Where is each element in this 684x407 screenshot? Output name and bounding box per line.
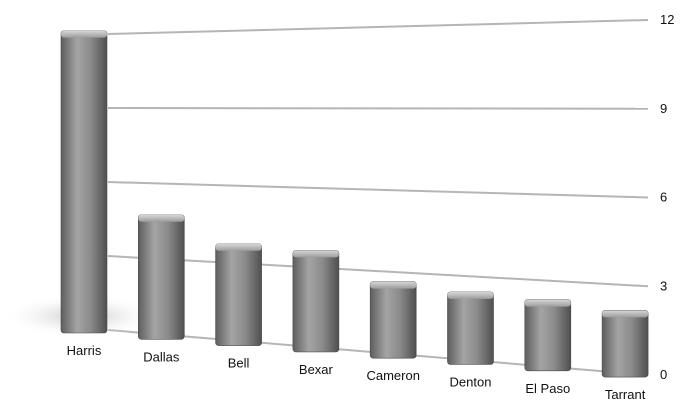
y-axis-tick-labels: 0 3 6 9 12 <box>660 12 674 382</box>
bar-top <box>61 30 107 38</box>
x-axis-category-labels: Harris Dallas Bell Bexar Cameron Denton El Pas… <box>67 343 646 402</box>
bar-el-paso <box>524 299 572 372</box>
bar-body <box>60 30 108 334</box>
category-label-7: Tarrant <box>605 387 646 402</box>
gridline-3 <box>107 107 649 110</box>
y-tick-label-0: 0 <box>660 367 667 382</box>
category-label-3: Bexar <box>299 362 334 377</box>
y-tick-label-4: 12 <box>660 12 674 27</box>
bar-top <box>138 214 185 222</box>
bar-tarrant <box>601 310 649 378</box>
bar-body <box>369 281 417 359</box>
y-tick-label-3: 9 <box>660 101 667 116</box>
bar-top <box>370 281 417 289</box>
gridline-1 <box>107 255 649 288</box>
category-label-2: Bell <box>228 356 250 371</box>
bar-dallas <box>138 214 185 340</box>
category-label-1: Dallas <box>143 349 180 364</box>
bar-body <box>524 299 572 372</box>
y-tick-label-2: 6 <box>660 190 667 205</box>
gridline-4 <box>107 19 649 35</box>
bar-top <box>215 243 262 251</box>
bar-body <box>215 243 262 346</box>
category-label-5: Denton <box>450 375 492 390</box>
bar-top <box>602 310 649 318</box>
bar-body <box>138 214 185 340</box>
bar-bexar <box>292 250 340 353</box>
bar-body <box>601 310 649 378</box>
bar-bell <box>215 243 262 346</box>
category-label-6: El Paso <box>525 381 570 396</box>
gridline-2 <box>107 181 649 199</box>
bar-top <box>292 250 339 258</box>
bar-top <box>447 291 494 299</box>
bar-body <box>447 291 494 365</box>
bar-top <box>524 299 571 307</box>
bars <box>60 30 649 378</box>
bar-body <box>292 250 340 353</box>
bar-harris <box>60 30 108 334</box>
bar-cameron <box>369 281 417 359</box>
category-label-4: Cameron <box>366 368 419 383</box>
y-tick-label-1: 3 <box>660 278 667 293</box>
bar-denton <box>447 291 494 365</box>
category-label-0: Harris <box>67 343 102 358</box>
